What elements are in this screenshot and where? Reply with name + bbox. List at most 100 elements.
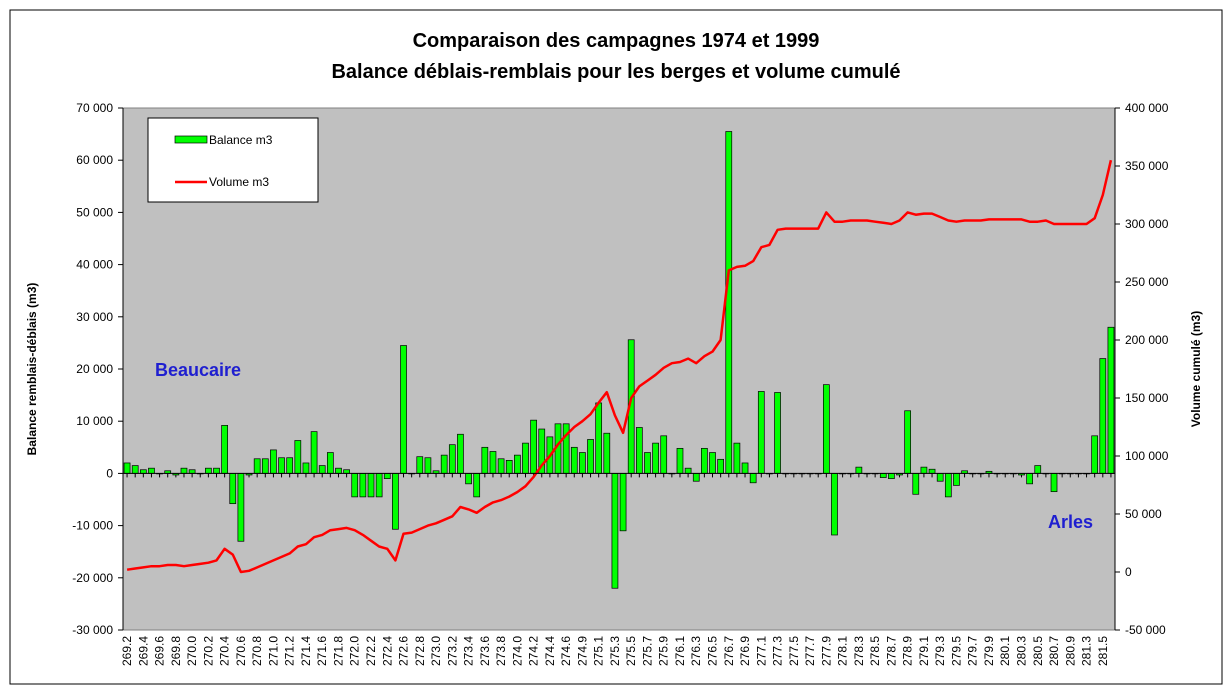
bar (489, 451, 497, 474)
annotation: Arles (1048, 512, 1093, 532)
x-tick-label: 280.5 (1031, 636, 1045, 666)
legend: Balance m3 Volume m3 (147, 117, 319, 203)
bar (522, 442, 529, 474)
legend-swatch (174, 135, 208, 144)
bar (944, 473, 952, 498)
bar (359, 473, 367, 498)
bar (392, 473, 399, 530)
bar (440, 454, 448, 474)
y2-tick-label: 300 000 (1125, 217, 1169, 231)
bar (326, 452, 334, 474)
y2-tick-label: 400 000 (1125, 101, 1169, 115)
bar (692, 473, 700, 482)
y-tick-label: 30 000 (76, 310, 113, 324)
bar (774, 392, 781, 474)
bar (920, 466, 928, 474)
bar (286, 457, 294, 474)
bar (879, 473, 887, 478)
bar (928, 468, 936, 474)
bar (1099, 358, 1107, 474)
bar (278, 457, 285, 474)
x-tick-label: 271.8 (331, 636, 345, 666)
x-tick-label: 279.7 (966, 636, 980, 666)
x-tick-label: 279.9 (982, 636, 996, 666)
y-tick-label: -30 000 (72, 623, 113, 637)
x-tick-label: 269.4 (136, 636, 150, 666)
bar (822, 384, 830, 474)
x-tick-label: 271.2 (283, 636, 297, 666)
bar (294, 440, 302, 474)
y2-tick-label: 100 000 (1125, 449, 1169, 463)
y-tick-label: 50 000 (76, 205, 113, 219)
bar (400, 345, 407, 474)
legend-box (147, 117, 319, 203)
x-tick-label: 278.7 (884, 636, 898, 666)
bar (465, 473, 472, 485)
bar (229, 473, 237, 505)
x-tick-label: 273.2 (445, 636, 459, 666)
x-tick-label: 281.5 (1096, 636, 1110, 666)
x-tick-label: 278.9 (901, 636, 915, 666)
bar (717, 458, 724, 474)
x-tick-label: 270.0 (185, 636, 199, 666)
y-tick-label: 0 (106, 466, 113, 480)
x-tick-label: 276.1 (673, 636, 687, 666)
x-tick-label: 276.7 (722, 636, 736, 666)
bar (701, 447, 708, 474)
x-tick-label: 274.4 (543, 636, 557, 666)
bar (237, 473, 245, 542)
x-tick-label: 269.6 (153, 636, 167, 666)
x-tick-label: 280.3 (1014, 636, 1028, 666)
bar (1026, 473, 1033, 485)
bar (424, 457, 432, 474)
bar (570, 446, 578, 474)
bar (595, 402, 603, 474)
bar (1034, 465, 1042, 474)
y2-tick-label: 350 000 (1125, 159, 1169, 173)
bar (660, 435, 668, 474)
bar (497, 458, 505, 474)
x-tick-label: 269.2 (120, 636, 134, 666)
y2-tick-label: 250 000 (1125, 275, 1169, 289)
bar (253, 458, 261, 474)
x-tick-label: 273.8 (494, 636, 508, 666)
bar (579, 452, 586, 474)
chart-title: Comparaison des campagnes 1974 et 1999 (413, 30, 820, 52)
x-tick-label: 270.2 (201, 636, 215, 666)
bar (318, 465, 326, 474)
y-tick-label: 20 000 (76, 362, 113, 376)
x-tick-label: 275.1 (592, 636, 606, 666)
bar (831, 473, 838, 536)
x-tick-label: 271.0 (266, 636, 280, 666)
bar (912, 473, 920, 495)
bar (448, 444, 456, 474)
bar (587, 439, 594, 474)
x-tick-label: 271.4 (299, 636, 313, 666)
x-tick-label: 277.1 (754, 636, 768, 666)
bar (514, 454, 521, 474)
x-tick-label: 274.6 (559, 636, 573, 666)
x-tick-label: 277.3 (771, 636, 785, 666)
bar (733, 442, 741, 474)
x-tick-label: 279.5 (949, 636, 963, 666)
x-tick-label: 272.0 (348, 636, 362, 666)
y2-tick-label: -50 000 (1125, 623, 1166, 637)
x-tick-label: 274.9 (575, 636, 589, 666)
bar (383, 473, 391, 479)
legend-label: Balance m3 (209, 133, 273, 147)
bar (180, 467, 188, 474)
bar (131, 465, 139, 474)
x-tick-label: 276.9 (738, 636, 752, 666)
x-tick-label: 275.9 (657, 636, 671, 666)
bar (1050, 473, 1058, 493)
bar (953, 473, 960, 486)
bar (205, 467, 212, 474)
x-tick-label: 276.3 (689, 636, 703, 666)
x-tick-label: 278.3 (852, 636, 866, 666)
bar (749, 473, 757, 484)
bar (351, 473, 359, 498)
x-tick-label: 279.1 (917, 636, 931, 666)
bar (188, 469, 196, 474)
y-tick-label: 60 000 (76, 153, 113, 167)
x-tick-label: 277.7 (803, 636, 817, 666)
